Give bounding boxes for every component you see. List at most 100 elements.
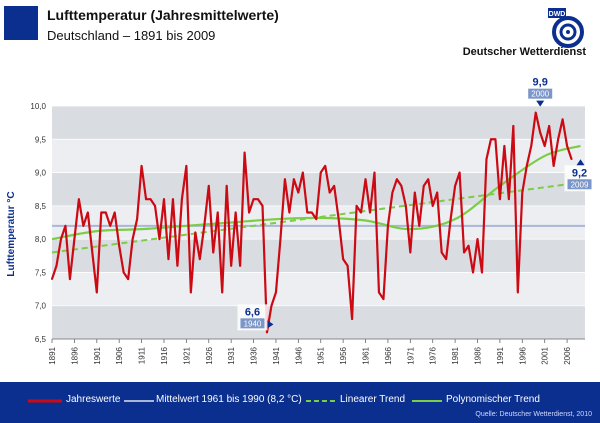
data-point	[109, 224, 112, 227]
data-point	[284, 178, 286, 181]
data-point	[270, 304, 273, 307]
data-point	[176, 264, 179, 267]
x-tick-label: 1936	[250, 346, 259, 364]
data-point	[400, 184, 403, 187]
x-tick-label: 1971	[406, 346, 415, 364]
legend-swatch-mittelwert	[124, 400, 154, 402]
data-point	[476, 238, 479, 241]
data-point	[516, 291, 519, 294]
annotation-year: 1940	[244, 319, 262, 328]
data-point	[163, 198, 165, 201]
x-tick-label: 1996	[518, 346, 527, 364]
data-point	[261, 204, 264, 207]
data-point	[212, 251, 215, 254]
data-point	[445, 258, 448, 261]
data-point	[319, 171, 322, 174]
annotation-value: 6,6	[245, 306, 260, 318]
brand-square	[4, 6, 38, 40]
data-point	[69, 278, 71, 280]
x-tick-label: 1911	[138, 346, 147, 364]
data-point	[369, 211, 371, 214]
x-tick-label: 1926	[205, 346, 214, 364]
data-point	[467, 244, 470, 247]
x-tick-label: 1991	[496, 346, 505, 364]
data-point	[324, 165, 327, 167]
data-point	[422, 184, 425, 187]
data-point	[288, 211, 291, 214]
data-point	[512, 125, 515, 127]
data-point	[77, 198, 80, 201]
data-point	[382, 298, 385, 300]
data-point	[113, 211, 116, 214]
data-point	[279, 238, 282, 241]
legend-label-mittelwert: Mittelwert 1961 bis 1990 (8,2 °C)	[156, 394, 302, 405]
annotation-pointer	[267, 320, 274, 329]
data-point	[539, 131, 542, 134]
x-tick-label: 1946	[294, 346, 303, 364]
data-point	[351, 318, 353, 320]
data-point	[306, 211, 309, 214]
data-point	[82, 224, 85, 227]
annotation-year-box	[240, 318, 265, 329]
plot-band	[52, 305, 585, 339]
data-point	[463, 251, 465, 254]
data-point	[301, 171, 304, 174]
x-tick-label: 1976	[429, 346, 438, 364]
legend-swatch-linear-trend	[306, 400, 336, 402]
data-point	[315, 218, 318, 221]
annotation-year-box	[528, 88, 553, 99]
data-point	[225, 184, 228, 187]
data-point	[342, 258, 345, 261]
y-tick-label: 7,5	[35, 268, 47, 277]
y-tick-label: 10,0	[30, 102, 46, 111]
data-point	[55, 264, 58, 267]
data-point	[180, 198, 183, 201]
data-point	[149, 198, 152, 201]
data-point	[73, 238, 76, 241]
x-tick-label: 2006	[563, 346, 572, 364]
plot-band	[52, 205, 585, 240]
data-point	[198, 258, 201, 261]
x-tick-label: 1961	[362, 346, 371, 364]
data-point	[239, 264, 242, 267]
x-tick-label: 1891	[48, 346, 57, 364]
y-tick-label: 8,0	[35, 235, 47, 244]
logo-text: DWD	[549, 11, 566, 18]
dwd-logo-icon: DWD	[548, 8, 584, 48]
data-point	[127, 278, 130, 280]
legend-label-poly-trend: Polynomischer Trend	[446, 394, 540, 405]
x-tick-label: 1941	[272, 346, 281, 364]
annotation-value: 9,2	[572, 167, 587, 179]
data-point	[557, 138, 560, 141]
data-point	[566, 145, 568, 147]
plot-series	[50, 111, 585, 334]
data-point	[418, 224, 421, 227]
data-point	[275, 291, 277, 294]
legend-swatch-jahreswerte	[28, 399, 62, 403]
data-point	[337, 218, 340, 221]
data-point	[136, 218, 139, 221]
data-point	[427, 178, 430, 181]
data-point	[118, 244, 121, 247]
annotation-year: 2009	[571, 180, 589, 189]
data-point	[395, 178, 398, 181]
data-point	[60, 238, 62, 241]
data-point	[458, 171, 461, 174]
y-axis: 6,5 7,0 7,5 8,0 8,5 9,0 9,5 10,0	[30, 102, 46, 344]
data-point	[485, 158, 488, 161]
data-point	[507, 198, 510, 201]
data-point	[409, 251, 412, 254]
data-point	[100, 211, 103, 214]
legend: Jahreswerte Mittelwert 1961 bis 1990 (8,…	[0, 382, 600, 423]
data-point	[534, 111, 537, 114]
x-tick-label: 1896	[70, 346, 79, 364]
annotation-year-box	[567, 179, 592, 190]
data-point	[561, 118, 564, 121]
data-point	[521, 191, 524, 194]
data-point	[243, 151, 246, 154]
x-tick-label: 1986	[474, 346, 483, 364]
legend-label-linear-trend: Linearer Trend	[340, 394, 406, 405]
data-point	[360, 211, 362, 214]
